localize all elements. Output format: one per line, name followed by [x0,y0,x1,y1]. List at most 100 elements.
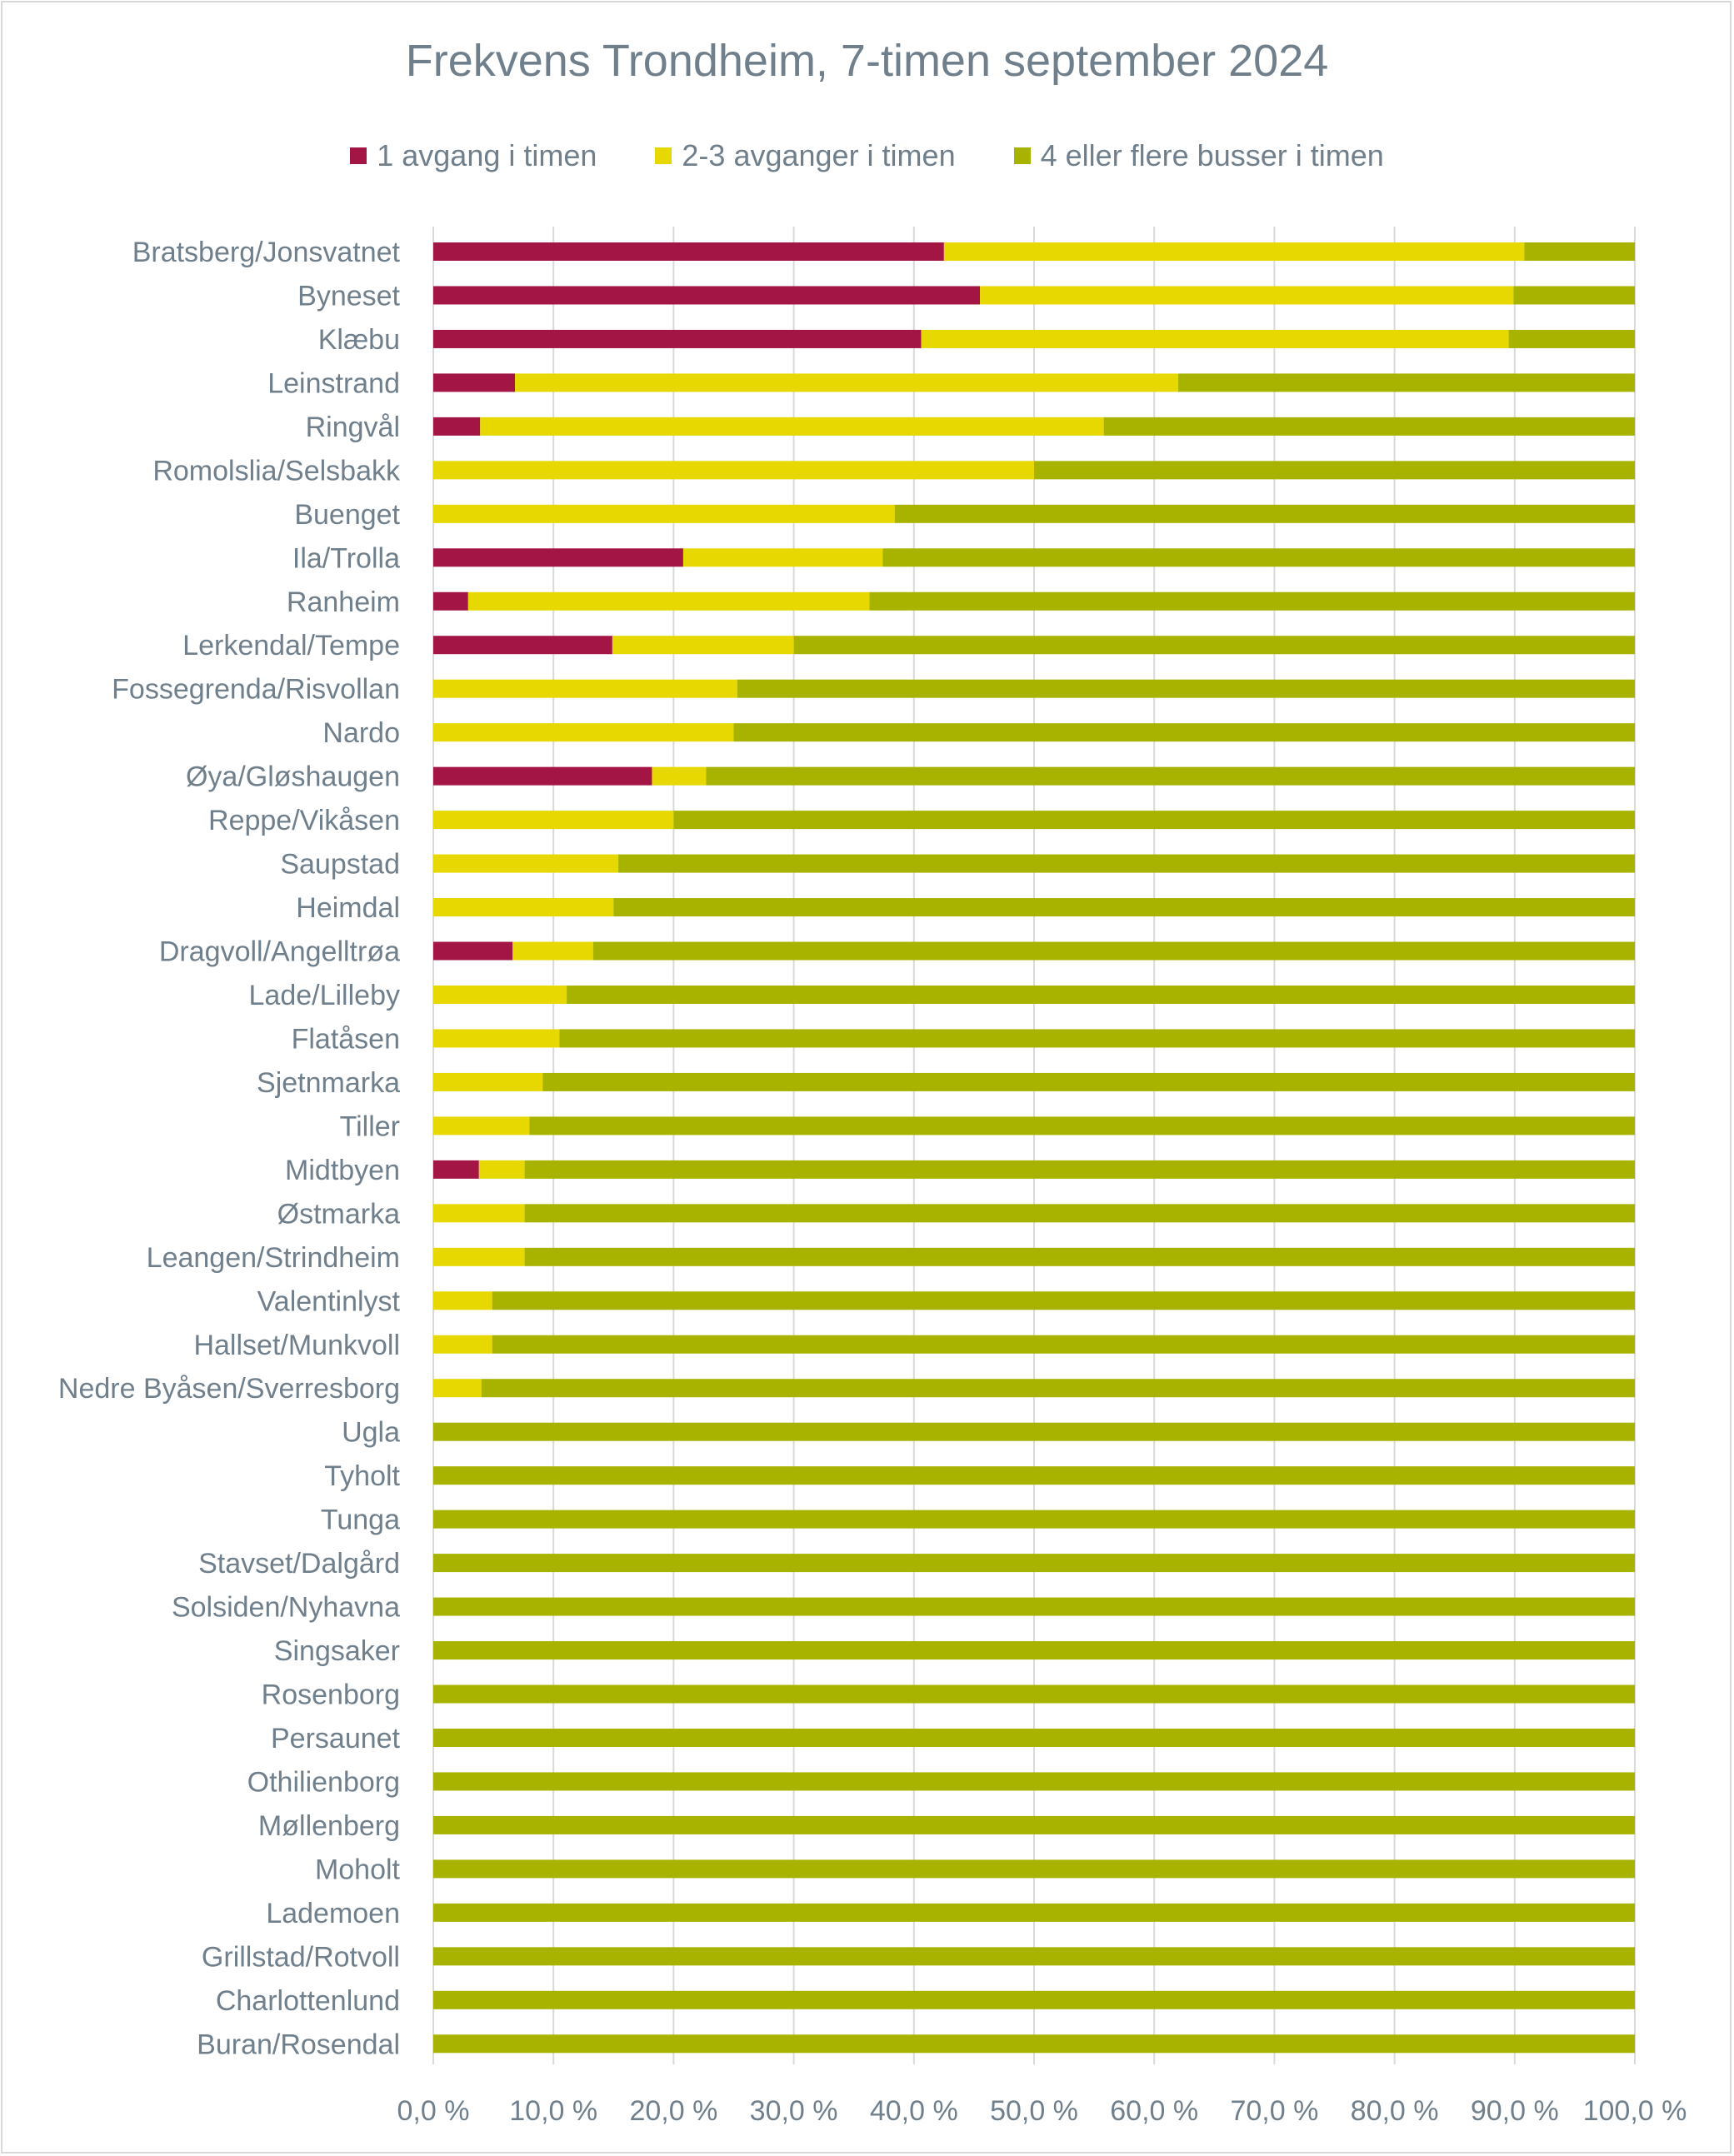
category-label: Fossegrenda/Risvollan [112,674,400,706]
category-label: Sjetnmarka [257,1067,400,1099]
category-label: Grillstad/Rotvoll [202,1941,400,1973]
bar-segment [612,636,794,655]
category-label: Othilienborg [247,1766,400,1798]
category-label: Buenget [294,499,400,531]
x-tick-label: 30,0 % [750,2095,838,2127]
bar-segment [433,1247,525,1266]
bar-segment [652,766,707,786]
category-label: Tiller [340,1110,400,1142]
bar-segment [1034,461,1635,480]
legend-label-2-3-avganger: 2-3 avganger i timen [682,138,956,172]
bar-segment [869,591,1635,611]
bar-segment [480,417,1104,436]
bar-segment [618,854,1635,873]
x-tick-label: 90,0 % [1471,2095,1559,2127]
bar-segment [433,417,481,436]
bar-segment [1524,242,1635,261]
bar-segment [559,1029,1636,1048]
bar-segment [433,1947,1635,1966]
category-label: Singsaker [274,1635,400,1667]
bar-segment [980,286,1514,305]
category-label: Øya/Gløshaugen [186,761,400,793]
bar-segment [433,898,614,917]
bar-segment [921,329,1509,348]
bar-segment [433,1728,1635,1747]
bar-segment [433,504,895,523]
bar-segment [433,1815,1635,1834]
chart-title: Frekvens Trondheim, 7-timen september 20… [405,36,1329,86]
bar-segment [433,766,652,786]
category-label: Klæbu [318,324,400,356]
category-label: Møllenberg [258,1810,400,1842]
category-label: Buran/Rosendal [197,2029,400,2060]
legend: 1 avgang i timen 2-3 avganger i timen 4 … [0,135,1734,177]
bar-segment [433,1684,1635,1704]
bar-segment [433,679,737,698]
legend-item-1-avgang: 1 avgang i timen [350,138,597,173]
bar-segment [433,1204,525,1223]
category-label: Østmarka [277,1198,400,1230]
bar-segment [492,1335,1636,1354]
bar-segment [613,898,1635,917]
category-label: Nedre Byåsen/Sverresborg [58,1373,400,1405]
category-label: Dragvoll/Angelltrøa [159,936,400,968]
bar-segment [524,1204,1635,1223]
category-label: Leinstrand [267,367,400,399]
category-label: Byneset [297,280,400,312]
bar-segment [737,679,1636,698]
category-label: Ugla [342,1417,400,1449]
bar-segment [433,1379,482,1398]
bar-segment [433,1772,1635,1791]
bar-segment [894,504,1635,523]
category-label: Tunga [321,1505,400,1536]
category-label: Flatåsen [292,1023,400,1055]
category-label: Midtbyen [285,1155,400,1186]
category-label: Bratsberg/Jonsvatnet [132,237,401,268]
category-label: Valentinlyst [257,1285,401,1317]
bar-segment [433,1335,492,1354]
category-label: Reppe/Vikåsen [208,805,400,836]
category-label: Tyholt [324,1460,400,1492]
category-label: Lerkendal/Tempe [182,630,400,661]
bar-segment [481,1379,1636,1398]
bar-segment [433,2034,1635,2054]
bar-segment [492,1291,1636,1310]
bar-segment [433,636,612,655]
bar-segment [433,1597,1635,1616]
bar-segment [433,1990,1635,2009]
bar-segment [433,1291,492,1310]
x-tick-label: 20,0 % [629,2095,717,2127]
bar-segment [478,1160,525,1179]
category-label: Hallset/Munkvoll [193,1330,400,1361]
bar-segment [467,591,870,611]
bar-segment [512,941,593,961]
bar-segment [433,1466,1635,1485]
category-label: Charlottenlund [216,1985,400,2017]
category-label: Saupstad [280,849,400,881]
bar-segment [433,242,944,261]
bar-segment [706,766,1635,786]
bar-segment [529,1116,1635,1135]
bar-segment [433,1903,1635,1922]
bar-segment [682,548,883,567]
bar-segment [433,1160,479,1179]
bar-segment [433,1554,1635,1573]
x-tick-label: 10,0 % [509,2095,597,2127]
x-tick-label: 40,0 % [870,2095,958,2127]
bar-segment [433,1116,530,1135]
x-tick-label: 80,0 % [1351,2095,1439,2127]
legend-label-1-avgang: 1 avgang i timen [377,138,597,172]
bar-segment [433,1641,1635,1660]
legend-swatch-4-eller-flere [1013,147,1031,164]
bar-segment [733,723,1635,742]
category-label: Lademoen [266,1898,400,1929]
bar-segment [1103,417,1635,436]
bar-segment [433,1422,1635,1441]
x-tick-label: 50,0 % [990,2095,1078,2127]
bar-segment [433,811,674,830]
x-tick-label: 70,0 % [1230,2095,1318,2127]
bar-segment [433,1029,560,1048]
category-label: Leangen/Strindheim [147,1242,400,1274]
bar-segment [433,373,516,392]
